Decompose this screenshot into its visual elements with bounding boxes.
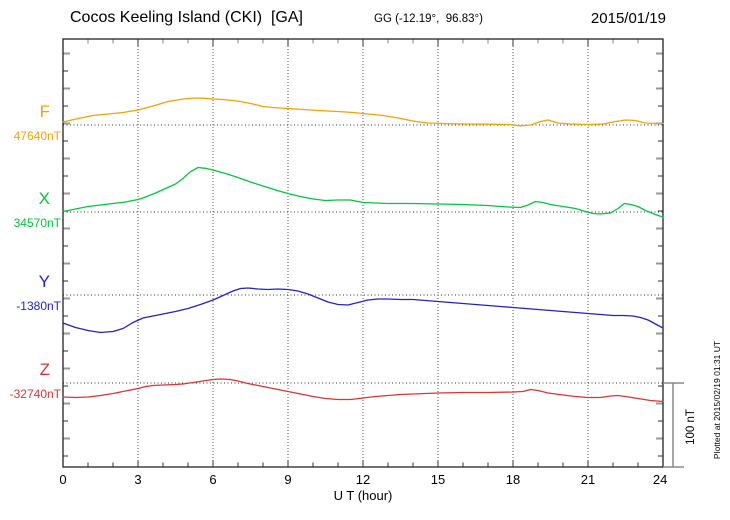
trace-base-value: -32740nT (9, 387, 61, 401)
trace-X (62, 166, 664, 218)
trace-base-value: 47640nT (13, 129, 61, 143)
x-tick-label: 24 (652, 472, 668, 487)
x-axis-label: U T (hour) (333, 488, 393, 503)
x-tick-label: 18 (505, 472, 521, 487)
trace-label-f: F 47640nT (0, 102, 62, 143)
x-tick-label: 9 (284, 472, 292, 487)
x-axis-tick-labels: 0 3 6 9 12 15 18 21 24 (0, 472, 730, 488)
trace-base-value: 34570nT (13, 216, 61, 230)
trace-Y (62, 287, 664, 334)
trace-Z (62, 378, 664, 403)
x-tick-label: 15 (430, 472, 446, 487)
trace-letter: Z (39, 360, 50, 379)
geographic-coordinates: GG (-12.19°, 96.83°) (374, 13, 483, 25)
trace-label-y: Y -1380nT (0, 272, 62, 313)
x-tick-label: 21 (580, 472, 596, 487)
trace-label-z: Z -32740nT (0, 360, 62, 401)
trace-letter: Y (38, 272, 50, 291)
trace-base-value: -1380nT (16, 299, 61, 313)
trace-label-x: X 34570nT (0, 189, 62, 230)
scale-bar-label: 100 nT (685, 409, 697, 445)
plot-date: 2015/01/19 (590, 10, 666, 27)
page-title: Cocos Keeling Island (CKI) [GA] (70, 9, 303, 26)
x-tick-label: 3 (134, 472, 142, 487)
x-tick-label: 6 (209, 472, 217, 487)
trace-letter: F (39, 102, 50, 121)
trace-letter: X (38, 189, 50, 208)
plotted-at-note: Plotted at 2015/02/19 01:31 UT (712, 340, 722, 460)
trace-F (62, 97, 664, 127)
x-tick-label: 12 (355, 472, 371, 487)
x-tick-label: 0 (59, 472, 67, 487)
plot-frame (62, 38, 664, 468)
